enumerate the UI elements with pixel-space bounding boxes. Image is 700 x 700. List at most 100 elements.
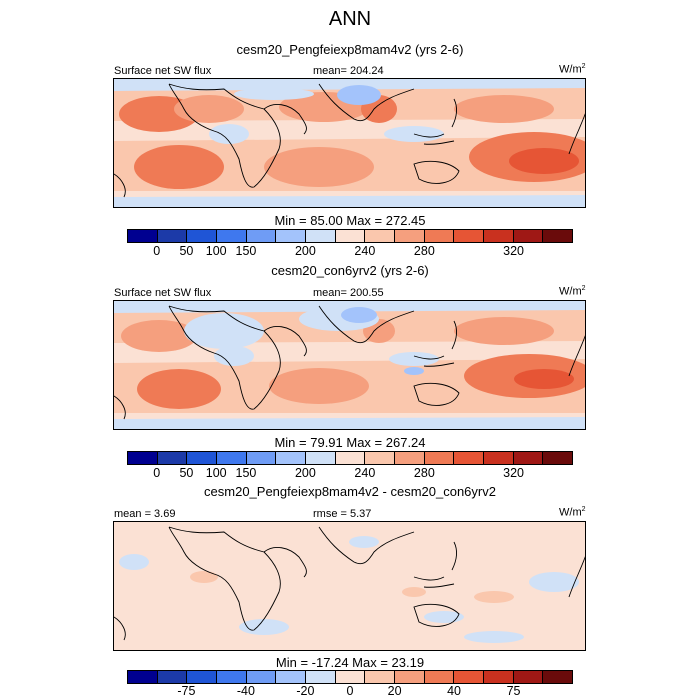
panel2-field-congo <box>214 346 254 366</box>
colorbar-swatch <box>217 671 247 683</box>
panel3-map-svg <box>114 522 585 650</box>
panel2-field-africa <box>184 313 264 349</box>
colorbar-swatch <box>424 452 455 464</box>
panel3-field-neg-2 <box>239 619 289 635</box>
colorbar-2 <box>127 451 573 465</box>
panel2-field-polar-south <box>114 417 585 429</box>
colorbar-swatch <box>276 452 307 464</box>
panel3-units: W/m2 <box>559 506 586 519</box>
panel1-minmax: Min = 85.00 Max = 272.45 <box>274 213 426 228</box>
colorbar-swatch <box>543 671 573 683</box>
panel1-units: W/m2 <box>559 63 586 76</box>
panel3-case-title: cesm20_Pengfeiexp8mam4v2 - cesm20_con6yr… <box>204 484 496 499</box>
colorbar-swatch <box>276 230 307 242</box>
colorbar-tick-label: 100 <box>205 244 227 258</box>
colorbar-tick-label: 320 <box>503 244 524 258</box>
colorbar-swatch <box>513 452 544 464</box>
panel1-coastlines <box>114 83 585 198</box>
panel1-field-pacific-max <box>509 148 579 174</box>
panel2-field-south-atlantic <box>137 369 221 409</box>
colorbar-swatch <box>306 671 336 683</box>
panel3-minmax: Min = -17.24 Max = 23.19 <box>275 655 425 670</box>
panel3-field-neg-3 <box>424 611 464 623</box>
colorbar-tick-label: 50 <box>179 244 194 258</box>
colorbar-3 <box>127 670 573 684</box>
colorbar-tick-label: -40 <box>236 684 255 698</box>
panel3-field-neg-1 <box>119 554 149 570</box>
panel2-field-low-spot <box>404 367 424 375</box>
colorbar-swatch <box>246 452 277 464</box>
colorbar-swatch <box>424 230 455 242</box>
colorbar-tick-label: 280 <box>413 244 435 258</box>
colorbar-2-ticks: 0 50 100 150 200 240 280 320 <box>127 466 573 480</box>
panel1-field-sahara <box>174 95 244 123</box>
colorbar-tick-label: 150 <box>235 244 257 258</box>
colorbar-swatch <box>365 671 396 683</box>
colorbar-swatch <box>276 671 307 683</box>
colorbar-swatch <box>306 452 336 464</box>
panel1-map <box>113 78 586 208</box>
panel1-field-polar-north <box>114 79 585 91</box>
colorbar-swatch <box>187 452 218 464</box>
panel2-field-polar-north <box>114 301 585 313</box>
colorbar-tick-label: 50 <box>179 466 194 480</box>
figure-title: ANN <box>328 8 372 30</box>
panel3-field-neg-6 <box>464 631 524 643</box>
panel1-field-north-pacific <box>454 95 554 123</box>
colorbar-swatch <box>335 671 366 683</box>
colorbar-swatch <box>157 230 188 242</box>
colorbar-tick-label: 0 <box>153 244 161 258</box>
panel2-coastlines <box>114 305 585 420</box>
colorbar-tick-label: -75 <box>177 684 196 698</box>
panel1-field-eurasia <box>234 88 314 100</box>
colorbar-swatch <box>543 230 573 242</box>
colorbar-swatch <box>246 671 277 683</box>
colorbar-swatch <box>128 671 158 683</box>
panel3-field-pos-3 <box>474 591 514 603</box>
panel3-map <box>113 521 586 651</box>
colorbar-tick-label: 40 <box>447 684 461 698</box>
colorbar-swatch <box>335 230 366 242</box>
colorbar-swatch <box>454 671 485 683</box>
colorbar-swatch <box>454 230 485 242</box>
colorbar-tick-label: 200 <box>294 466 316 480</box>
colorbar-tick-label: 20 <box>387 684 402 698</box>
panel2-minmax: Min = 79.91 Max = 267.24 <box>274 435 426 450</box>
colorbar-swatch <box>395 671 425 683</box>
panel1-field-tibet <box>337 85 381 105</box>
colorbar-tick-label: 200 <box>294 244 316 258</box>
colorbar-swatch <box>335 452 366 464</box>
panel3-field-pos-1 <box>190 571 218 583</box>
colorbar-1-ticks: 0 50 100 150 200 240 280 320 <box>127 244 573 258</box>
panel2-field-tibet <box>341 307 377 323</box>
colorbar-swatch <box>395 452 425 464</box>
colorbar-swatch <box>217 230 247 242</box>
panel2-field-maritime <box>389 352 439 366</box>
panel3-coastlines <box>114 526 585 641</box>
colorbar-3-ticks: -75 -40 -20 0 20 40 75 <box>127 684 573 698</box>
panel2-field-max-atlantic <box>121 320 197 352</box>
colorbar-swatch <box>187 671 218 683</box>
panel3-field-neg-4 <box>529 572 579 592</box>
colorbar-swatch <box>187 230 218 242</box>
colorbar-tick-label: 0 <box>346 684 354 698</box>
colorbar-swatch <box>157 452 188 464</box>
panel2-mean-label: mean= 200.55 <box>313 287 384 299</box>
colorbar-swatch <box>484 671 514 683</box>
panel2-map-svg <box>114 301 585 429</box>
colorbar-swatch <box>306 230 336 242</box>
panel2-field-indian-ocean <box>269 368 369 404</box>
panel2-case-title: cesm20_con6yrv2 (yrs 2-6) <box>271 263 429 278</box>
colorbar-swatch <box>128 230 158 242</box>
colorbar-swatch <box>454 452 485 464</box>
colorbar-swatch <box>395 230 425 242</box>
colorbar-tick-label: 150 <box>235 466 257 480</box>
panel1-field-congo <box>209 124 249 144</box>
panel1-field-polar-south <box>114 195 585 207</box>
colorbar-swatch <box>217 452 247 464</box>
colorbar-swatch <box>246 230 277 242</box>
panel1-variable-label: Surface net SW flux <box>114 65 212 77</box>
panel2-field-pacific-max <box>514 369 574 389</box>
colorbar-swatch <box>365 230 396 242</box>
panel1-case-title: cesm20_Pengfeiexp8mam4v2 (yrs 2-6) <box>236 42 464 57</box>
